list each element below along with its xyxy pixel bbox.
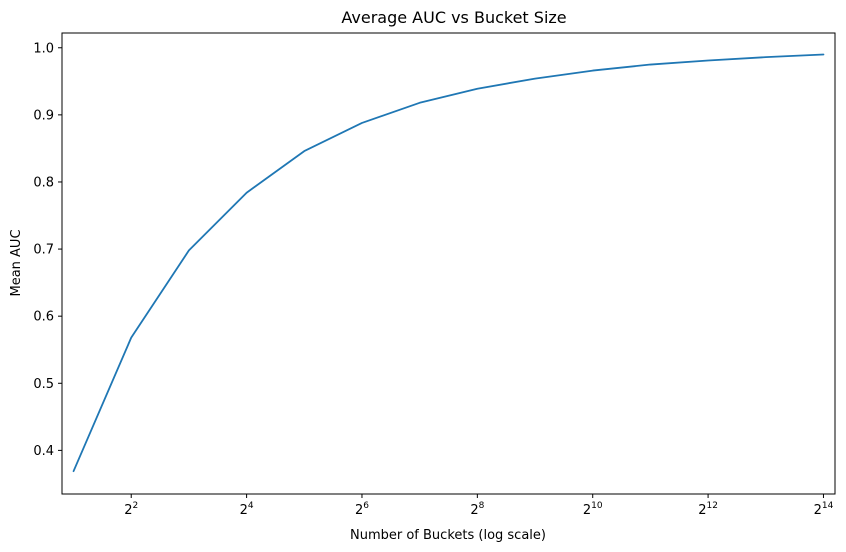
y-tick-label: 0.9	[33, 108, 54, 123]
x-axis: 22 24 26 28 210 212 214	[124, 494, 834, 518]
x-tick-exponent: 8	[479, 501, 485, 511]
y-axis-label: Mean AUC	[9, 229, 24, 296]
y-tick-label: 0.6	[33, 310, 54, 325]
x-tick-exponent: 6	[363, 501, 369, 511]
y-tick-label: 0.4	[33, 444, 54, 459]
x-tick-base: 2	[698, 503, 706, 518]
x-tick-exponent: 12	[707, 501, 718, 511]
x-tick-base: 2	[583, 503, 591, 518]
x-tick-base: 2	[470, 503, 478, 518]
x-tick-exponent: 14	[822, 501, 834, 511]
x-tick-base: 2	[355, 503, 363, 518]
y-tick-label: 0.8	[33, 175, 54, 190]
plot-frame	[61, 32, 836, 495]
x-tick-label: 214	[814, 501, 834, 518]
x-tick-exponent: 4	[248, 501, 254, 511]
y-tick-label: 0.5	[33, 377, 54, 392]
x-tick-label: 24	[240, 501, 254, 518]
x-tick-base: 2	[124, 503, 132, 518]
y-tick-label: 0.7	[33, 243, 54, 258]
y-axis: 0.4 0.5 0.6 0.7 0.8 0.9 1.0	[33, 41, 62, 459]
x-axis-label: Number of Buckets (log scale)	[350, 528, 546, 543]
x-tick-label: 210	[583, 501, 603, 518]
x-tick-label: 28	[470, 501, 484, 518]
series-group	[72, 53, 825, 473]
x-tick-label: 26	[355, 501, 369, 518]
x-tick-label: 22	[124, 501, 138, 518]
y-tick-label: 1.0	[33, 41, 54, 56]
x-tick-exponent: 2	[132, 501, 138, 511]
x-tick-base: 2	[240, 503, 248, 518]
series-line	[72, 53, 825, 473]
x-tick-base: 2	[814, 503, 822, 518]
x-tick-exponent: 10	[591, 501, 603, 511]
chart-title: Average AUC vs Bucket Size	[341, 8, 566, 27]
x-tick-label: 212	[698, 501, 718, 518]
